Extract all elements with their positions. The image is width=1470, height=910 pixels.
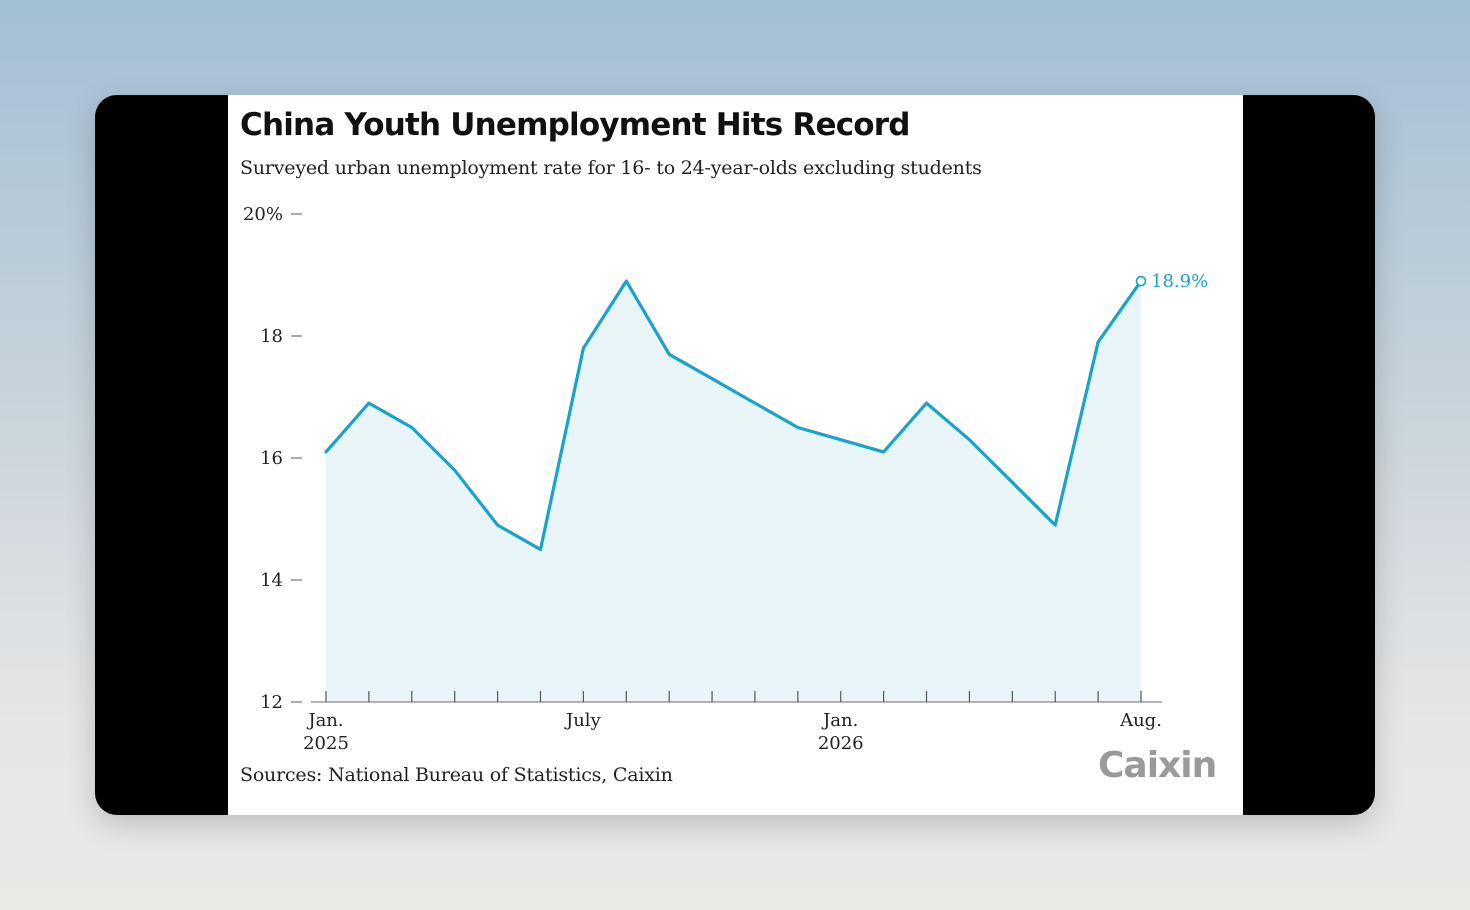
chart-subtitle: Surveyed urban unemployment rate for 16-…: [240, 157, 982, 179]
series-end-marker: [1135, 275, 1147, 287]
chart-source: Sources: National Bureau of Statistics, …: [240, 764, 673, 786]
y-tick-label: 18: [260, 326, 283, 347]
series-area: [326, 281, 1141, 702]
y-tick-label: 20%: [243, 204, 283, 225]
series-end-label: 18.9%: [1151, 271, 1208, 292]
x-tick-label: 2026: [818, 733, 864, 754]
caixin-logo: Caixin: [1098, 745, 1217, 786]
y-tick-label: 16: [260, 448, 283, 469]
x-tick-label: Jan.: [306, 710, 343, 731]
series-line: [324, 279, 1143, 552]
x-tick-label: 2025: [303, 733, 349, 754]
y-tick-label: 12: [260, 692, 283, 713]
y-tick-label: 14: [260, 570, 283, 591]
x-tick-label: Jan.: [821, 710, 858, 731]
video-frame: China Youth Unemployment Hits Record Sur…: [95, 95, 1375, 815]
x-tick-label: Aug.: [1119, 710, 1162, 731]
x-tick-label: July: [564, 710, 602, 731]
chart-title: China Youth Unemployment Hits Record: [240, 107, 910, 143]
chart-card: China Youth Unemployment Hits Record Sur…: [228, 95, 1243, 815]
